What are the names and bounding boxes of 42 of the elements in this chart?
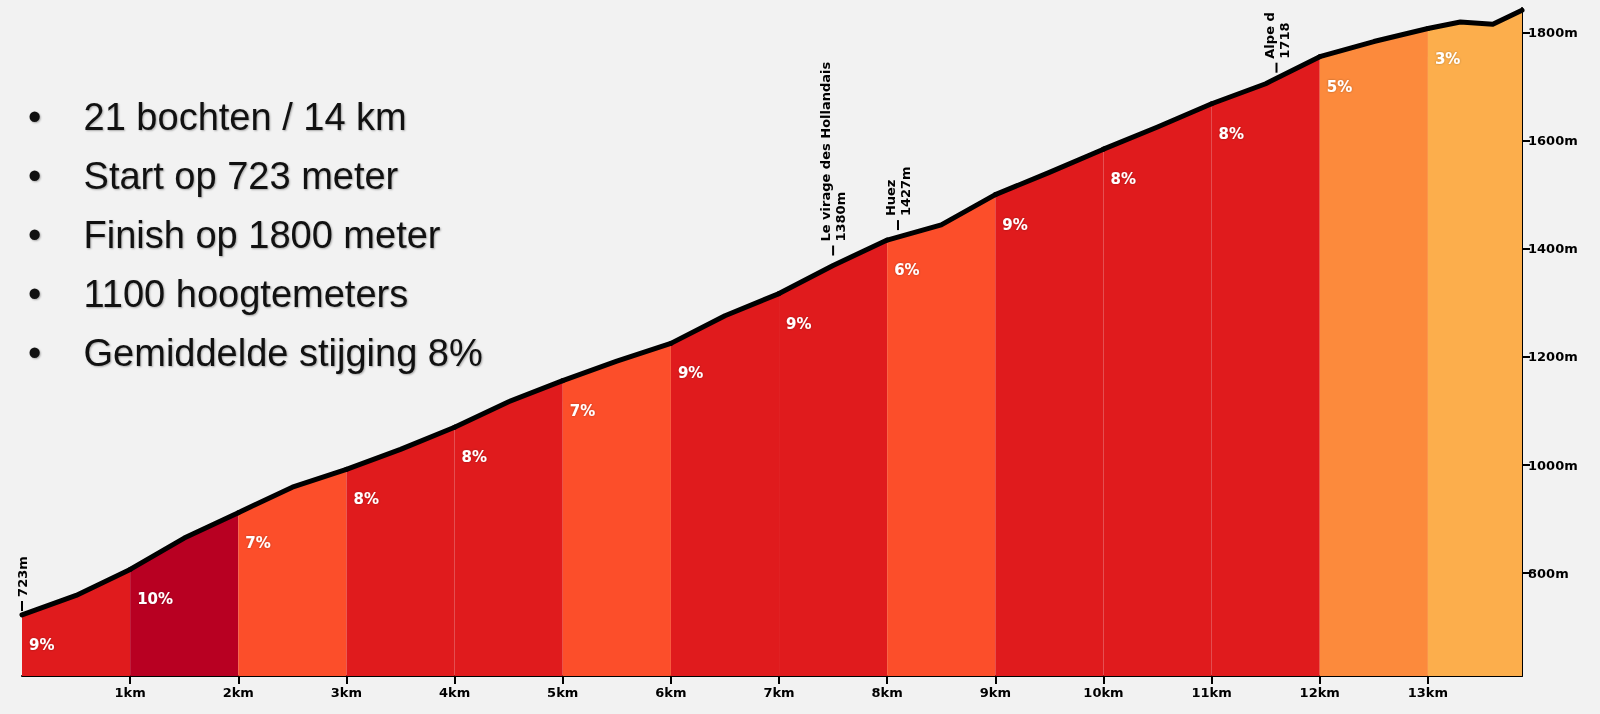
series-label: 8% [1110, 170, 1136, 189]
y-tick-label: 800m [1528, 565, 1569, 581]
series-label: 8% [353, 490, 379, 509]
annotation: • 21 bochten / 14 km [28, 95, 408, 140]
series-label: 7% [569, 401, 596, 420]
annotation: • Gemiddelde stijging 8% [28, 331, 483, 376]
y-tick-label: 1400m [1528, 241, 1578, 257]
x-tick-label: 13km [1407, 685, 1449, 700]
annotation: 723m [14, 556, 30, 597]
x-tick-label: 9km [979, 685, 1011, 700]
y-tick-label: 1800m [1528, 24, 1578, 40]
annotation: Le virage des Hollandais 1380m [818, 61, 849, 242]
series-label: 9% [677, 364, 704, 383]
series-label: 9% [29, 635, 55, 654]
y-tick-label: 1200m [1528, 349, 1578, 365]
x-tick-label: 12km [1299, 685, 1340, 700]
series-label: 8% [461, 448, 488, 467]
series-label: 9% [786, 314, 812, 333]
y-tick-label: 1000m [1528, 457, 1578, 473]
x-tick-label: 5km [547, 685, 579, 700]
annotation: Huez 1427m [882, 166, 913, 217]
annotation: • Finish op 1800 meter [28, 213, 442, 258]
x-tick-label: 10km [1083, 685, 1124, 700]
x-tick-label: 6km [655, 685, 687, 700]
x-tick-label: 7km [763, 685, 795, 700]
x-tick-label: 4km [438, 685, 471, 700]
series-label: 8% [1218, 124, 1245, 143]
x-tick-label: 1km [114, 685, 146, 700]
annotation: Alpe d 1718 [1261, 12, 1292, 59]
series-label: 3% [1434, 49, 1461, 68]
x-tick-label: 2km [222, 685, 254, 700]
series-label: 7% [245, 533, 271, 552]
annotation: • Start op 723 meter [28, 154, 400, 199]
series-label: 5% [1326, 77, 1353, 96]
x-tick-label: 3km [330, 685, 363, 700]
series-label: 6% [894, 261, 920, 280]
x-tick-label: 8km [871, 685, 903, 700]
series-label: 10% [137, 590, 174, 609]
series-label: 9% [1002, 215, 1028, 234]
annotation: • 1100 hoogtemeters [28, 272, 410, 317]
x-tick-label: 11km [1191, 685, 1232, 700]
y-tick-label: 1600m [1528, 133, 1578, 149]
